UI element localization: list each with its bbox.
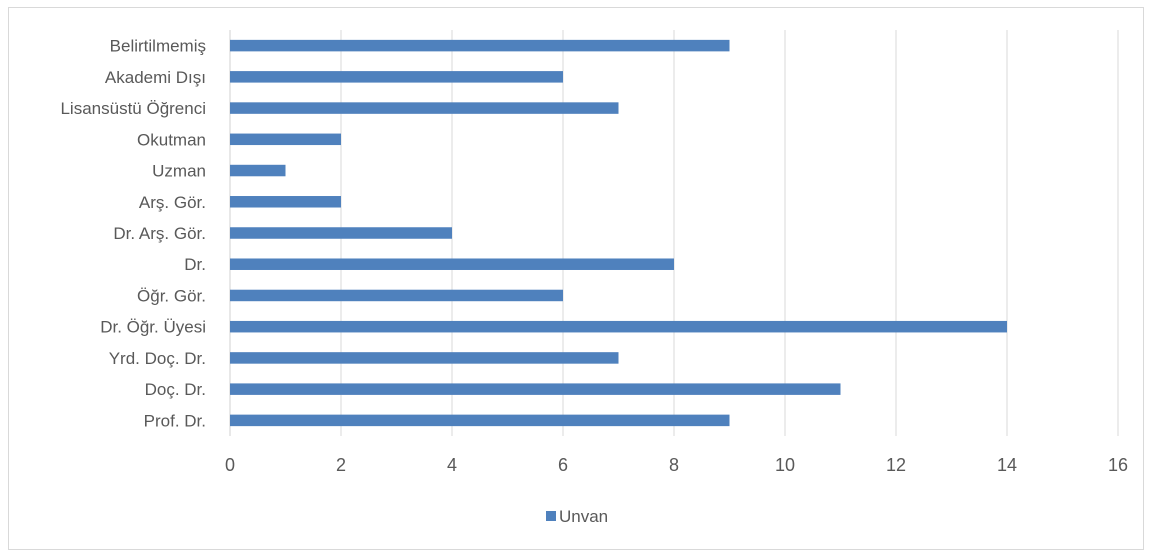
bar — [230, 133, 341, 146]
bar — [230, 227, 452, 239]
x-tick-labels: 0 2 4 6 8 10 12 14 16 — [225, 455, 1128, 475]
gridlines — [229, 30, 1119, 436]
bar — [230, 196, 341, 208]
bar — [230, 71, 563, 83]
category-label: Okutman — [137, 130, 206, 149]
bar — [230, 320, 1007, 333]
bar — [230, 39, 730, 52]
x-tick-label: 10 — [775, 455, 795, 475]
x-tick-label: 4 — [447, 455, 457, 475]
bar — [230, 352, 619, 364]
category-label: Belirtilmemiş — [110, 37, 206, 56]
category-label: Lisansüstü Öğrenci — [60, 99, 206, 118]
x-tick-label: 2 — [336, 455, 346, 475]
bar — [230, 258, 674, 270]
legend: Unvan — [546, 507, 608, 526]
category-labels: Prof. Dr. Doç. Dr. Yrd. Doç. Dr. Dr. Öğr. Ü… — [60, 37, 206, 431]
bar — [230, 414, 730, 427]
bar — [230, 164, 286, 177]
category-label: Doç. Dr. — [145, 380, 206, 399]
category-label: Dr. Arş. Gör. — [113, 224, 206, 243]
category-label: Arş. Gör. — [139, 193, 206, 212]
legend-label: Unvan — [559, 507, 608, 526]
chart-frame: Prof. Dr. Doç. Dr. Yrd. Doç. Dr. Dr. Öğr. Ü… — [8, 7, 1144, 550]
x-tick-label: 12 — [886, 455, 906, 475]
x-tick-label: 0 — [225, 455, 235, 475]
category-label: Öğr. Gör. — [137, 286, 206, 305]
bar-chart: Prof. Dr. Doç. Dr. Yrd. Doç. Dr. Dr. Öğr. Ü… — [60, 30, 1128, 526]
x-tick-label: 6 — [558, 455, 568, 475]
bars — [230, 39, 1007, 427]
x-tick-label: 14 — [997, 455, 1017, 475]
bar — [230, 102, 619, 114]
category-label: Prof. Dr. — [144, 411, 206, 430]
bar — [230, 383, 841, 395]
legend-swatch — [546, 511, 556, 521]
category-label: Dr. — [184, 255, 206, 274]
category-label: Yrd. Doç. Dr. — [109, 349, 206, 368]
bar — [230, 289, 563, 302]
category-label: Dr. Öğr. Üyesi — [100, 318, 206, 337]
x-tick-label: 8 — [669, 455, 679, 475]
category-label: Akademi Dışı — [105, 68, 206, 87]
category-label: Uzman — [152, 162, 206, 181]
x-tick-label: 16 — [1108, 455, 1128, 475]
